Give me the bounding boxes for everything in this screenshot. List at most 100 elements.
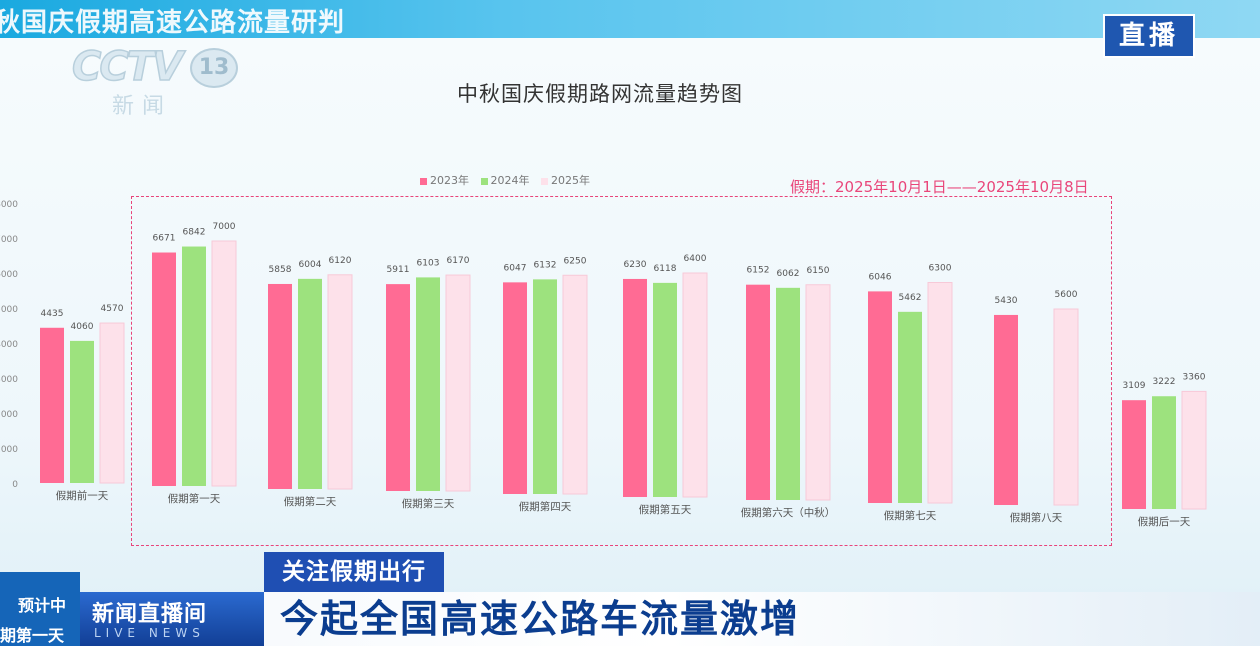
data-label: 5430: [995, 296, 1018, 306]
y-tick-label: 5000: [0, 305, 18, 315]
data-label: 5858: [269, 265, 292, 275]
data-label: 6400: [684, 254, 707, 264]
data-label: 6152: [747, 266, 770, 276]
side-ticker-line1: 预计中: [18, 596, 67, 615]
side-ticker: 预计中 期第一天: [0, 572, 80, 646]
bar: [623, 278, 647, 497]
news-bar: [80, 592, 1260, 646]
bar: [182, 246, 206, 486]
data-label: 6671: [153, 234, 176, 244]
data-label: 5600: [1055, 290, 1078, 300]
bar: [805, 284, 831, 501]
bar: [327, 274, 353, 490]
news-tag: 关注假期出行: [264, 552, 444, 592]
category-label: 假期第一天: [168, 492, 221, 505]
bar: [868, 291, 892, 503]
legend-swatch-2025: [541, 177, 548, 185]
y-tick-label: 0: [12, 480, 18, 490]
legend-label-2024: 2024年: [490, 174, 530, 187]
category-label: 假期第七天: [884, 509, 937, 522]
bar: [416, 277, 440, 491]
y-tick-label: 7000: [0, 235, 18, 245]
category-label: 假期第二天: [284, 495, 337, 508]
chart-title: 中秋国庆假期路网流量趋势图: [457, 82, 743, 106]
logo-channel-number: 13: [190, 48, 238, 88]
data-label: 6842: [183, 228, 206, 238]
data-label: 3222: [1153, 377, 1176, 387]
top-banner-text: 秋国庆假期高速公路流量研判: [0, 8, 346, 38]
bar: [746, 284, 770, 500]
program-badge: 新闻直播间 LIVE NEWS: [80, 592, 264, 646]
data-label: 6103: [417, 258, 440, 268]
bar: [99, 322, 125, 484]
bar: [152, 252, 176, 486]
bar: [927, 282, 953, 504]
holiday-note: 假期：2025年10月1日——2025年10月8日: [790, 178, 1089, 196]
data-label: 6047: [504, 263, 527, 273]
data-label: 6300: [929, 264, 952, 274]
y-tick-label: 3000: [0, 375, 18, 385]
category-label: 假期第五天: [639, 503, 692, 516]
data-label: 4435: [41, 309, 64, 319]
bar: [503, 282, 527, 494]
data-label: 4060: [71, 322, 94, 332]
bar: [40, 327, 64, 483]
logo-brand: CCTV: [71, 43, 183, 91]
bar: [994, 314, 1018, 505]
headline: 今起全国高速公路车流量激增: [280, 597, 801, 641]
bar: [682, 272, 708, 498]
live-badge: 直播: [1103, 14, 1195, 58]
bar: [776, 287, 800, 500]
category-label: 假期后一天: [1138, 515, 1191, 528]
data-label: 5462: [899, 293, 922, 303]
top-banner: 秋国庆假期高速公路流量研判: [0, 0, 1260, 38]
category-label: 假期第三天: [402, 497, 455, 510]
data-label: 6150: [807, 266, 830, 276]
data-label: 6230: [624, 260, 647, 270]
data-label: 6118: [654, 264, 677, 274]
y-tick-label: 2000: [0, 410, 18, 420]
category-label: 假期第八天: [1010, 511, 1063, 524]
legend-swatch-2023: [420, 177, 427, 185]
program-subtitle: LIVE NEWS: [94, 626, 205, 640]
bar: [1152, 396, 1176, 509]
data-label: 6062: [777, 269, 800, 279]
data-label: 7000: [213, 222, 236, 232]
holiday-highlight-box: [131, 196, 1112, 546]
cctv-logo: CCTV 13 新闻: [71, 43, 242, 119]
bar: [562, 274, 588, 495]
category-label: 假期第六天（中秋）: [741, 506, 836, 519]
bar: [1053, 308, 1079, 506]
bar: [268, 283, 292, 489]
data-label: 6120: [329, 256, 352, 266]
category-label: 假期前一天: [56, 489, 109, 502]
bar: [70, 340, 94, 483]
data-label: 6170: [447, 256, 470, 266]
y-tick-label: 4000: [0, 340, 18, 350]
bar: [653, 282, 677, 497]
legend-label-2023: 2023年: [430, 174, 469, 187]
logo-channel-name: 新闻: [112, 94, 173, 119]
data-label: 6250: [564, 256, 587, 266]
legend-swatch-2024: [480, 177, 488, 185]
y-tick-label: 1000: [0, 445, 18, 455]
category-label: 假期第四天: [519, 500, 572, 513]
data-label: 5911: [387, 265, 410, 275]
legend-label-2025: 2025年: [551, 174, 590, 187]
bar: [1181, 390, 1207, 510]
bar: [533, 279, 557, 494]
bar: [898, 311, 922, 503]
y-tick-label: 8000: [0, 200, 18, 210]
data-label: 6132: [534, 260, 557, 270]
side-ticker-line2: 期第一天: [0, 626, 65, 645]
bar: [445, 274, 471, 492]
program-name: 新闻直播间: [92, 602, 208, 627]
bar: [298, 278, 322, 489]
data-label: 3109: [1123, 381, 1146, 391]
y-tick-label: 6000: [0, 270, 18, 280]
data-label: 6046: [869, 272, 892, 282]
data-label: 6004: [299, 260, 322, 270]
bar: [1122, 400, 1146, 509]
data-label: 4570: [101, 304, 124, 314]
